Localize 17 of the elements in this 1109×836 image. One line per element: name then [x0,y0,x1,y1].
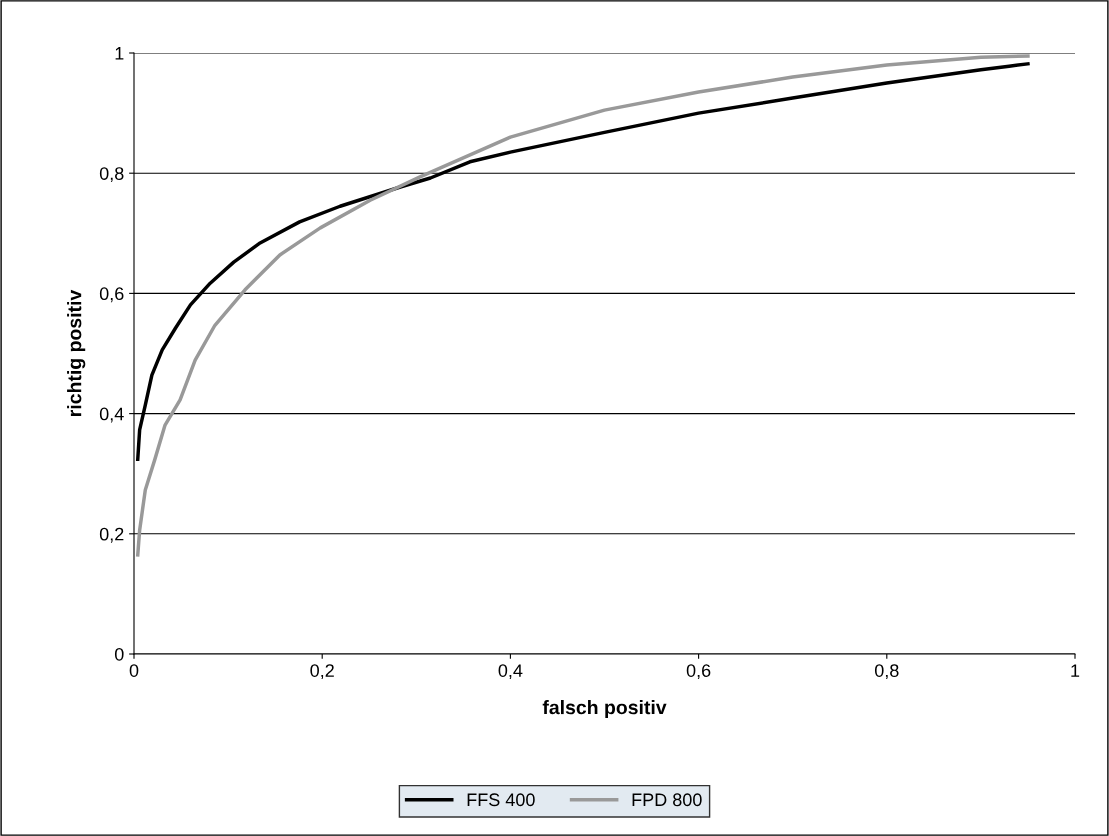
x-tick-label: 0,2 [310,664,334,680]
y-tick-label: 0,2 [99,527,124,543]
y-tick-label: 0,6 [99,287,124,303]
x-tick-label: 0,6 [686,664,711,680]
y-tick-label: 0,4 [99,407,124,423]
x-tick-label: 0 [129,664,139,677]
x-axis-title: falsch positiv [542,700,667,719]
y-tick-label: 0,8 [99,167,124,183]
x-tick-label: 0,4 [498,664,523,680]
y-axis-title: richtig positiv [67,289,86,416]
legend-label: FFS 400 [467,793,535,807]
y-tick-label: 1 [115,47,124,60]
y-tick-label: 0 [114,647,124,661]
legend-label: FPD 800 [632,793,702,807]
x-tick-label: 1 [1071,664,1080,677]
x-tick-label: 0,8 [874,664,899,680]
line-series [136,54,1030,557]
